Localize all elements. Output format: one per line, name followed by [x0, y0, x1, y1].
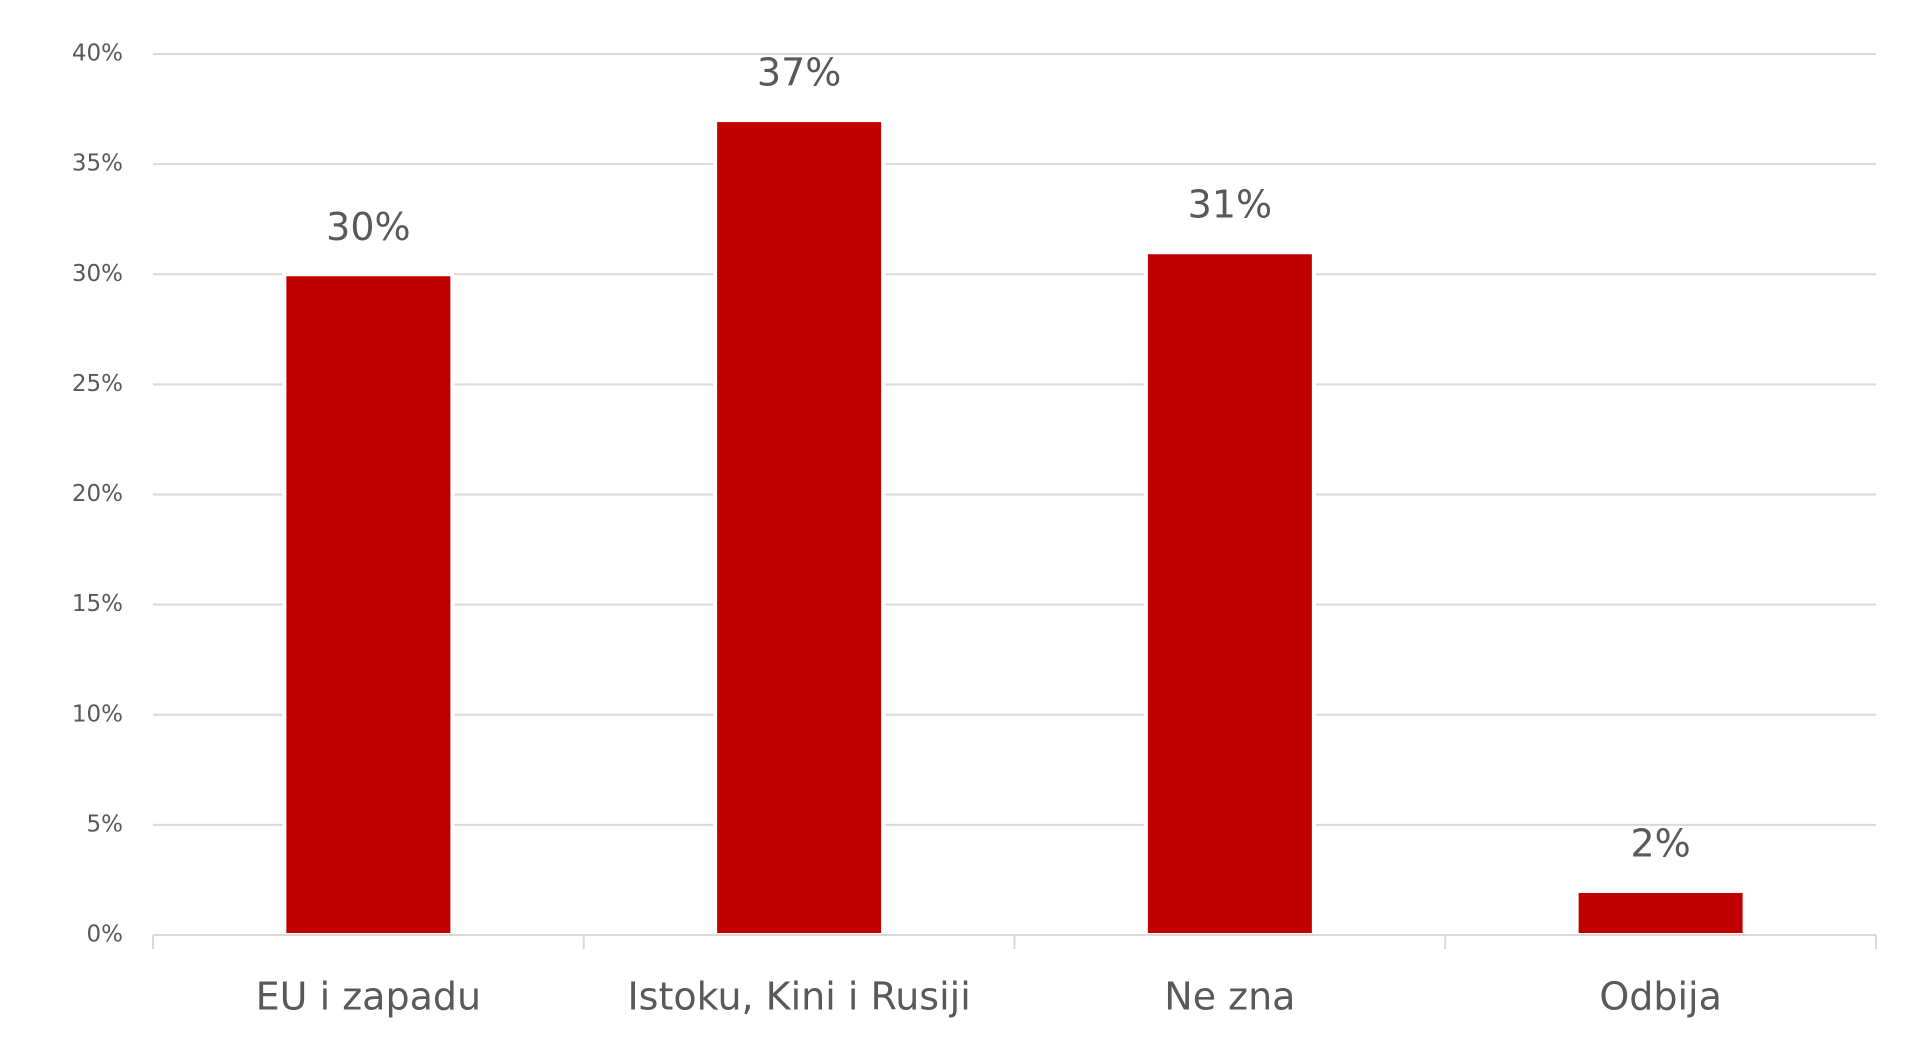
data-label: 30%: [326, 205, 410, 249]
bar: [282, 272, 455, 937]
y-tick-label: 25%: [72, 371, 123, 397]
x-tick-label: Ne zna: [1164, 975, 1295, 1019]
x-tick-label: EU i zapadu: [256, 975, 481, 1019]
y-tick-label: 15%: [72, 591, 123, 617]
bar: [1143, 250, 1316, 938]
data-label: 31%: [1188, 183, 1272, 227]
bar: [1574, 888, 1747, 938]
data-label: 2%: [1630, 821, 1690, 865]
y-tick-label: 30%: [72, 261, 123, 287]
x-tick-label: Odbija: [1599, 975, 1722, 1019]
y-tick-label: 5%: [87, 811, 124, 837]
y-tick-label: 20%: [72, 481, 123, 507]
marks: [282, 118, 1747, 938]
x-tick-label: Istoku, Kini i Rusiji: [627, 975, 970, 1019]
y-tick-label: 0%: [87, 922, 124, 948]
data-label: 37%: [757, 51, 841, 95]
y-tick-label: 10%: [72, 701, 123, 727]
y-tick-label: 35%: [72, 151, 123, 177]
y-tick-label: 40%: [72, 41, 123, 67]
bar: [713, 118, 886, 937]
